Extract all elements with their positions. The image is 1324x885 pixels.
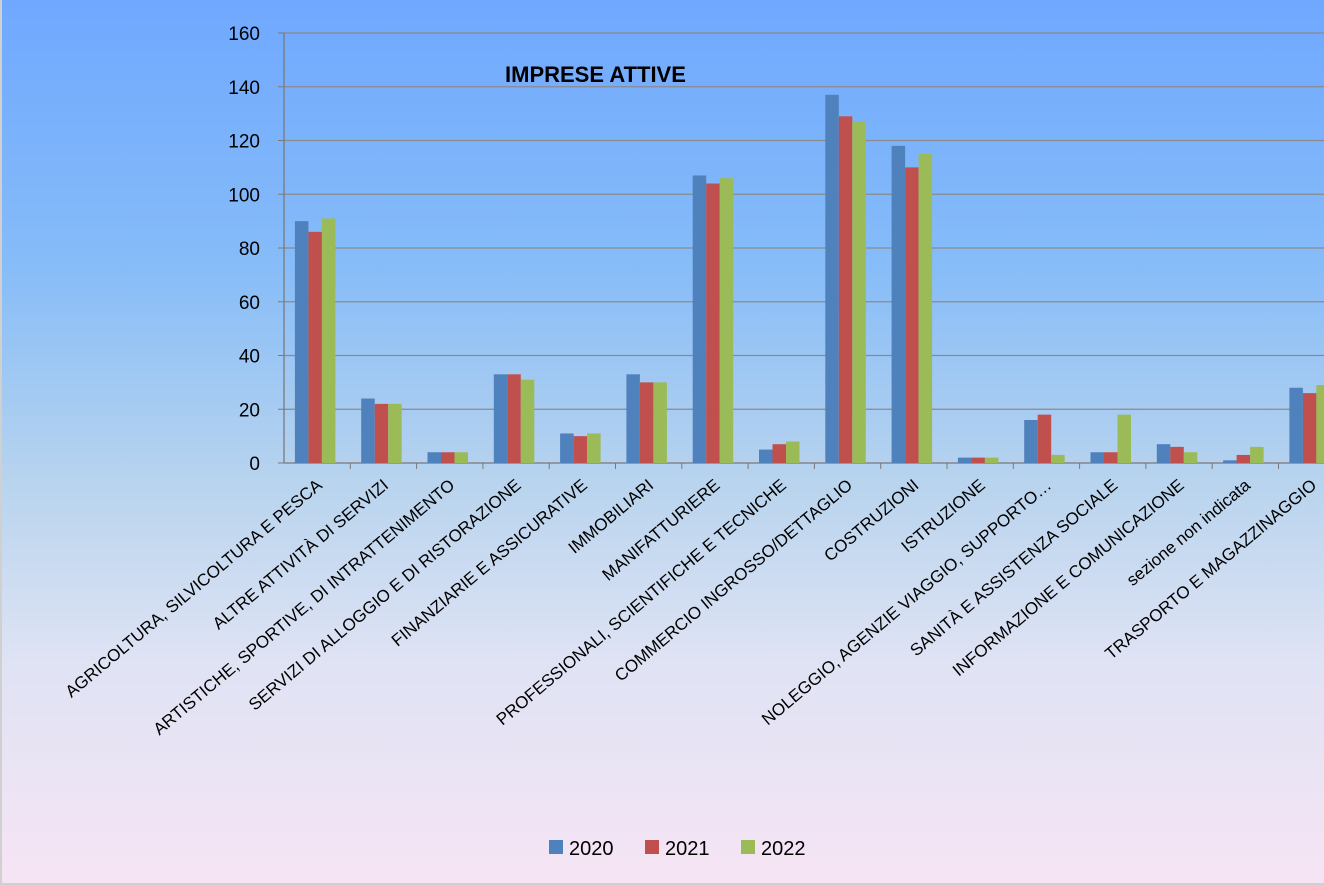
bar-2022 bbox=[388, 403, 402, 463]
bar-2022 bbox=[719, 178, 734, 463]
axes bbox=[283, 33, 1324, 469]
x-category-label: COMMERCIO INGROSSO/DETTAGLIO bbox=[611, 476, 856, 686]
bar-2020 bbox=[361, 398, 375, 463]
bar-2022 bbox=[1051, 454, 1065, 463]
x-category-label: INFORMAZIONE E COMUNICAZIONE bbox=[949, 476, 1188, 681]
bar-2021 bbox=[1037, 414, 1052, 463]
bar-2020 bbox=[957, 457, 972, 463]
y-tick-label: 140 bbox=[228, 78, 260, 99]
bar-2021 bbox=[971, 457, 985, 463]
legend-swatch-2021 bbox=[645, 840, 659, 854]
x-category-label: ARTISTICHE, SPORTIVE, DI INTRATTENIMENTO bbox=[150, 476, 459, 739]
bar-2020 bbox=[626, 374, 640, 463]
bar-2021 bbox=[639, 382, 654, 463]
bar-2022 bbox=[454, 452, 468, 463]
y-tick-label: 80 bbox=[239, 239, 260, 260]
bar-2022 bbox=[852, 121, 866, 463]
bar-2020 bbox=[1223, 460, 1237, 463]
bar-2021 bbox=[706, 183, 720, 463]
bar-2021 bbox=[838, 116, 853, 463]
bar-2022 bbox=[1183, 452, 1198, 463]
bar-2020 bbox=[493, 374, 508, 463]
bar-2021 bbox=[1236, 454, 1251, 463]
bar-2022 bbox=[321, 218, 336, 463]
y-tick-label: 0 bbox=[249, 454, 260, 475]
bar-2022 bbox=[984, 457, 999, 463]
y-tick-label: 120 bbox=[228, 132, 260, 153]
bar-2021 bbox=[1170, 446, 1184, 463]
legend-label-2020: 2020 bbox=[569, 838, 614, 860]
bar-2020 bbox=[1289, 387, 1303, 463]
bar-2020 bbox=[294, 221, 309, 463]
bar-2020 bbox=[692, 175, 707, 463]
legend-label-2021: 2021 bbox=[665, 838, 710, 860]
bar-2022 bbox=[520, 379, 535, 463]
bar-2021 bbox=[308, 231, 322, 463]
legend-swatch-2020 bbox=[549, 840, 563, 854]
bar-2020 bbox=[891, 145, 906, 463]
y-tick-label: 20 bbox=[239, 400, 260, 421]
bars bbox=[294, 94, 1324, 463]
bar-2022 bbox=[918, 153, 933, 463]
y-tick-label: 160 bbox=[228, 24, 260, 45]
bar-2021 bbox=[441, 452, 455, 463]
bar-2020 bbox=[759, 449, 773, 463]
bar-2022 bbox=[653, 382, 667, 463]
y-tick-label: 40 bbox=[239, 347, 260, 368]
legend-label-2022: 2022 bbox=[761, 838, 806, 860]
bar-2020 bbox=[560, 433, 574, 463]
chart-title: IMPRESE ATTIVE bbox=[505, 62, 686, 87]
bar-2020 bbox=[825, 94, 839, 463]
x-category-label: MANIFATTURIERE bbox=[599, 476, 724, 585]
bar-2022 bbox=[1117, 414, 1131, 463]
x-category-label: sezione non indicata bbox=[1123, 475, 1254, 590]
bar-2022 bbox=[1316, 385, 1324, 463]
bar-2022 bbox=[587, 433, 601, 463]
y-tick-label: 60 bbox=[239, 293, 260, 314]
bar-2022 bbox=[1250, 446, 1264, 463]
gridlines bbox=[284, 32, 1324, 410]
bar-2021 bbox=[905, 167, 919, 463]
bar-2021 bbox=[1104, 452, 1118, 463]
legend-swatch-2022 bbox=[741, 840, 755, 854]
y-axis-ticks: 0 20 40 60 80 100 120 140 160 bbox=[228, 24, 284, 475]
bar-2021 bbox=[573, 436, 588, 463]
bar-2020 bbox=[1024, 420, 1038, 463]
bar-2020 bbox=[427, 452, 441, 463]
legend: 2020 2021 2022 bbox=[549, 838, 806, 860]
bar-2022 bbox=[786, 441, 800, 463]
bar-2020 bbox=[1090, 452, 1104, 463]
bar-2021 bbox=[772, 444, 786, 463]
bar-2021 bbox=[374, 403, 389, 463]
y-tick-label: 100 bbox=[228, 185, 260, 206]
bar-2021 bbox=[507, 374, 521, 463]
bar-2020 bbox=[1156, 444, 1171, 463]
bar-2021 bbox=[1302, 393, 1317, 463]
